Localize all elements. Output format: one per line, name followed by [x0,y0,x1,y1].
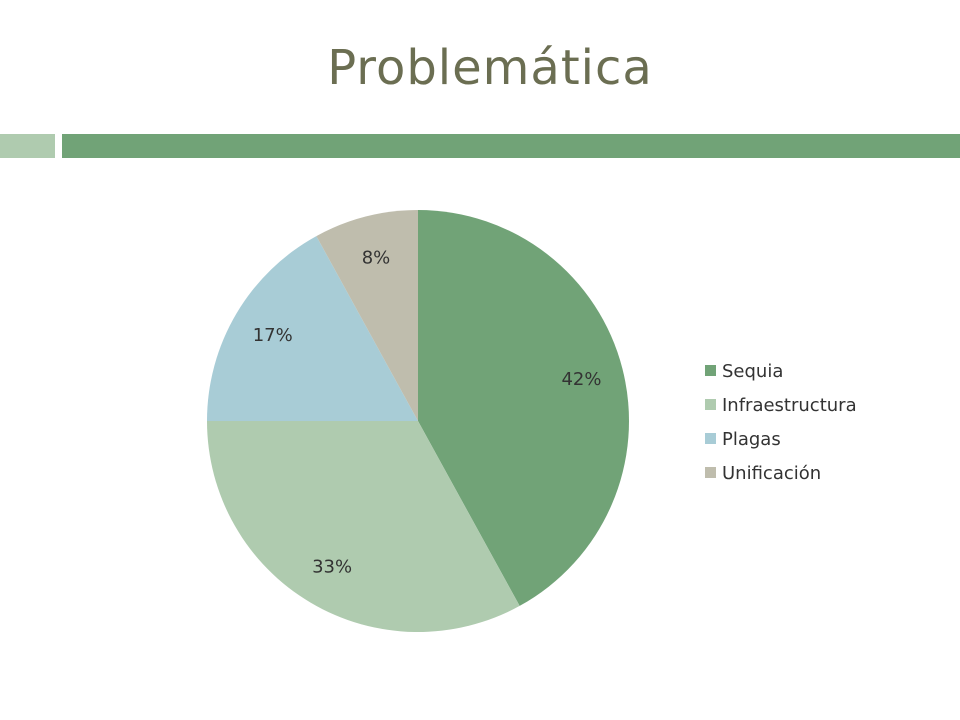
data-label-unificacion: 8% [362,248,391,269]
title-divider-left [0,134,55,158]
data-label-plagas: 17% [253,325,293,346]
slide-title: Problemática [327,40,653,96]
chart-legend: Sequia Infraestructura Plagas Unificación [705,361,857,484]
data-label-sequia: 42% [561,369,601,390]
data-label-infraestructura: 33% [312,556,352,577]
legend-swatch-unificacion [705,467,716,478]
pie-slices [207,210,630,632]
legend-swatch-plagas [705,433,716,444]
legend-swatch-infraestructura [705,399,716,410]
legend-label-infraestructura: Infraestructura [722,395,857,416]
legend-label-unificacion: Unificación [722,463,821,484]
pie-data-labels: 42% 33% 17% 8% [253,248,602,578]
title-divider-right [62,134,960,158]
pie-slice-unificacion [316,210,418,421]
legend-label-plagas: Plagas [722,429,781,450]
legend-swatch-sequia [705,365,716,376]
legend-label-sequia: Sequia [722,361,783,382]
pie-slice-plagas [207,236,418,421]
pie-slice-infraestructura [207,421,520,632]
pie-slice-sequia [418,210,630,606]
